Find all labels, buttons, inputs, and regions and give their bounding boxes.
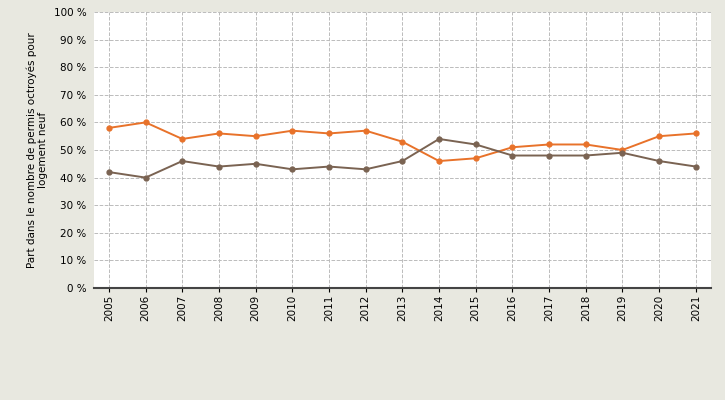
Appartements (398, 159, 407, 164)
Appartements (692, 164, 700, 169)
Maisons unifamiliales* (178, 136, 186, 141)
Appartements (508, 153, 517, 158)
Maisons unifamiliales* (618, 148, 627, 152)
Maisons unifamiliales* (471, 156, 480, 161)
Maisons unifamiliales* (398, 139, 407, 144)
Appartements (618, 150, 627, 155)
Line: Maisons unifamiliales*: Maisons unifamiliales* (107, 120, 698, 164)
Y-axis label: Part dans le nombre de permis octroyés pour
logement neuf: Part dans le nombre de permis octroyés p… (26, 32, 49, 268)
Maisons unifamiliales* (104, 126, 113, 130)
Appartements (288, 167, 297, 172)
Maisons unifamiliales* (435, 159, 444, 164)
Appartements (544, 153, 553, 158)
Appartements (581, 153, 590, 158)
Maisons unifamiliales* (544, 142, 553, 147)
Appartements (435, 136, 444, 141)
Maisons unifamiliales* (692, 131, 700, 136)
Appartements (252, 161, 260, 166)
Maisons unifamiliales* (655, 134, 663, 138)
Appartements (325, 164, 334, 169)
Appartements (361, 167, 370, 172)
Maisons unifamiliales* (361, 128, 370, 133)
Line: Appartements: Appartements (107, 136, 698, 180)
Appartements (471, 142, 480, 147)
Maisons unifamiliales* (581, 142, 590, 147)
Maisons unifamiliales* (325, 131, 334, 136)
Maisons unifamiliales* (141, 120, 150, 125)
Maisons unifamiliales* (215, 131, 223, 136)
Maisons unifamiliales* (288, 128, 297, 133)
Appartements (215, 164, 223, 169)
Appartements (141, 175, 150, 180)
Appartements (178, 159, 186, 164)
Appartements (104, 170, 113, 174)
Appartements (655, 159, 663, 164)
Maisons unifamiliales* (508, 145, 517, 150)
Maisons unifamiliales* (252, 134, 260, 138)
